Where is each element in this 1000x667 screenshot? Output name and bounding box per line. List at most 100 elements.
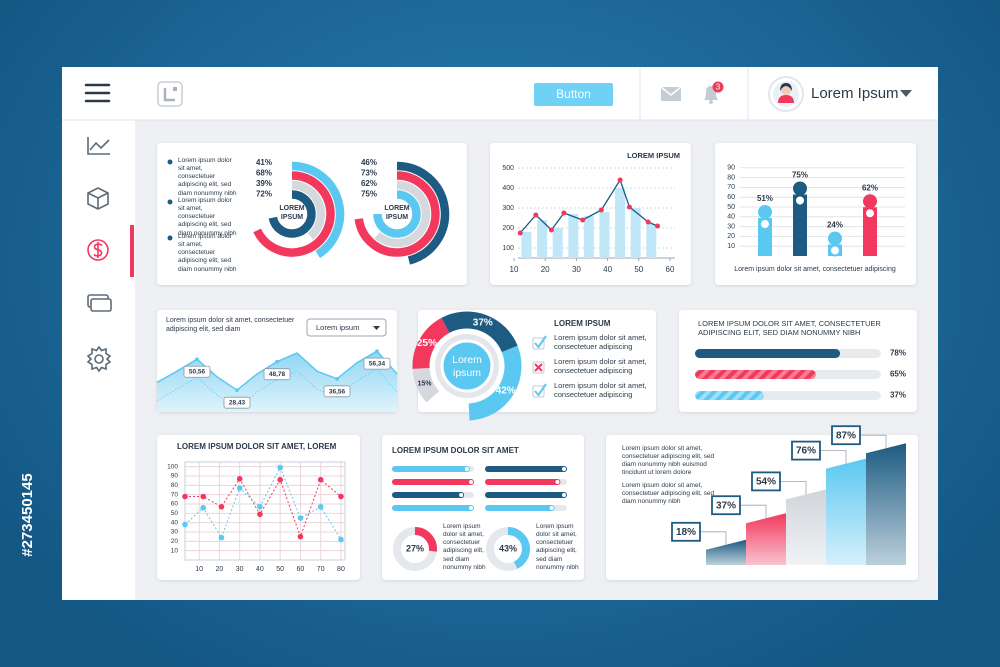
ring-arc — [354, 171, 440, 257]
donut-text: Lorem ipsum dolor sit amet, consectetuer… — [443, 523, 486, 571]
y-tick-label: 20 — [727, 233, 735, 240]
ring-arc — [268, 190, 316, 238]
x-tick-label: 60 — [666, 265, 675, 274]
gauge-segment — [412, 367, 440, 403]
y-tick-label: 40 — [171, 519, 179, 526]
progress-bar — [695, 391, 764, 400]
user-caret — [900, 90, 912, 97]
value-label: 51% — [757, 194, 773, 203]
connector — [780, 480, 807, 495]
value-label: 78% — [890, 349, 906, 358]
y-tick-label: 40 — [727, 214, 735, 221]
bar — [485, 466, 567, 472]
card-lollipop — [715, 143, 916, 285]
y-tick-label: 70 — [727, 184, 735, 191]
y-tick-label: 20 — [171, 538, 179, 545]
y-tick-label: 30 — [171, 529, 179, 536]
progress-title: LOREM IPSUM DOLOR SIT AMET, CONSECTETUER… — [698, 319, 881, 338]
bar-knob — [794, 194, 806, 207]
gauge-segment — [412, 317, 450, 369]
nav-cards[interactable] — [87, 294, 112, 312]
label-box — [711, 495, 741, 516]
nav-settings[interactable] — [86, 345, 112, 373]
x-tick-label: 50 — [276, 566, 284, 573]
bar-knob — [864, 207, 876, 220]
status-cross — [534, 363, 543, 372]
bullet — [167, 159, 173, 165]
point — [533, 212, 539, 218]
x-tick-label: 20 — [541, 265, 550, 274]
button-label: Button — [556, 87, 591, 101]
gauge-core — [440, 339, 494, 393]
donut-arc — [507, 527, 530, 569]
point — [218, 534, 225, 541]
nav-box[interactable] — [87, 187, 109, 210]
logo-mark — [163, 88, 175, 102]
bar-knob — [562, 467, 566, 471]
x-tick-label: 10 — [195, 566, 203, 573]
nav-chart[interactable] — [87, 137, 110, 155]
y-tick-label: 400 — [502, 185, 514, 192]
chart-title: LOREM IPSUM — [627, 151, 680, 160]
y-tick-label: 90 — [727, 165, 735, 172]
value-label: 15% — [417, 380, 432, 387]
bar — [746, 513, 786, 565]
status-check — [534, 383, 547, 397]
user-menu[interactable]: Lorem Ipsum — [768, 76, 912, 112]
bar — [863, 207, 877, 256]
x-tick-label: 70 — [317, 566, 325, 573]
bar — [485, 479, 561, 485]
y-tick-label: 90 — [171, 473, 179, 480]
x-tick-label: 50 — [634, 265, 643, 274]
ring-label: 46% — [361, 158, 377, 167]
gauge-center: Lorem ipsum — [452, 354, 482, 380]
value-label: 87% — [836, 430, 856, 441]
value-label: 27% — [406, 543, 424, 553]
stock-id: #273450145 — [19, 473, 36, 556]
bar — [646, 224, 657, 258]
mail-flap — [660, 86, 682, 96]
header-button[interactable]: Button — [534, 83, 613, 106]
nav-finance[interactable] — [87, 239, 109, 261]
value-label: 37% — [890, 391, 906, 400]
bar — [392, 479, 474, 485]
dropdown-label: Lorem ipsum — [316, 323, 359, 332]
bar — [485, 505, 555, 511]
y-tick-label: 500 — [502, 165, 514, 172]
menu-button[interactable] — [84, 83, 111, 103]
logo[interactable] — [157, 81, 183, 107]
bar-knob — [555, 480, 560, 484]
item-text: Lorem ipsum dolor sit amet, consectetuer… — [178, 233, 237, 273]
dropdown[interactable]: Lorem ipsum — [306, 318, 387, 337]
plot-frame — [184, 461, 346, 561]
bell-icon[interactable]: 3 — [704, 81, 724, 105]
bullet — [167, 199, 173, 205]
chart-title: LOREM IPSUM DOLOR SIT AMET — [392, 446, 519, 455]
point — [517, 230, 523, 236]
point — [236, 476, 243, 482]
item-text: Lorem ipsum dolor sit amet, consectetuer… — [178, 157, 237, 197]
y-tick-label: 50 — [727, 204, 735, 211]
bell-clapper — [709, 100, 713, 104]
label-box — [263, 368, 291, 381]
point — [277, 476, 283, 483]
gauge-title: LOREM IPSUM — [554, 319, 611, 328]
point — [236, 485, 243, 491]
y-tick-label: 30 — [727, 223, 735, 230]
dropdown-caret — [373, 326, 380, 330]
y-tick-label: 80 — [171, 482, 179, 489]
avatar-hair — [780, 83, 792, 91]
status-box — [532, 361, 545, 374]
y-tick-label: 60 — [727, 194, 735, 201]
value-label: 75% — [792, 171, 808, 180]
point — [317, 504, 324, 510]
bar — [537, 220, 548, 258]
user-name: Lorem Ipsum — [811, 85, 899, 102]
y-tick-label: 10 — [171, 547, 179, 554]
logo-box — [157, 81, 183, 107]
value-label: 43% — [499, 543, 517, 553]
bar-cap — [758, 205, 772, 220]
value-label: 25% — [417, 338, 437, 349]
mail-icon[interactable] — [660, 86, 682, 101]
donut-text: Lorem ipsum dolor sit amet, consectetuer… — [536, 523, 579, 571]
